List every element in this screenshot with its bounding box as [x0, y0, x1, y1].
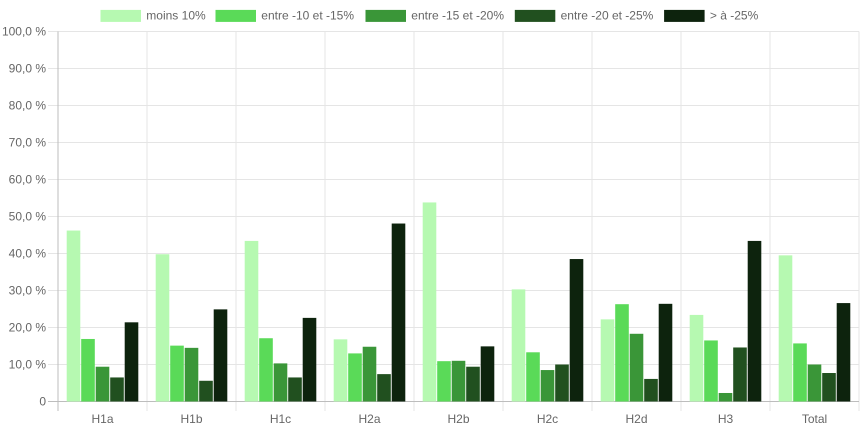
svg-text:40,0 %: 40,0 %: [9, 247, 47, 261]
svg-text:60,0 %: 60,0 %: [9, 173, 47, 187]
svg-text:entre -15 et -20%: entre -15 et -20%: [411, 9, 504, 23]
svg-text:80,0 %: 80,0 %: [9, 99, 47, 113]
svg-text:> à -25%: > à -25%: [710, 9, 759, 23]
svg-text:H1a: H1a: [91, 412, 113, 426]
svg-text:70,0 %: 70,0 %: [9, 136, 47, 150]
svg-text:entre -10 et -15%: entre -10 et -15%: [261, 9, 354, 23]
svg-text:100,0 %: 100,0 %: [2, 25, 46, 39]
svg-text:30,0 %: 30,0 %: [9, 284, 47, 298]
svg-text:moins 10%: moins 10%: [146, 9, 206, 23]
svg-text:50,0 %: 50,0 %: [9, 210, 47, 224]
svg-text:H2d: H2d: [625, 412, 647, 426]
svg-text:H2a: H2a: [358, 412, 380, 426]
svg-text:20,0 %: 20,0 %: [9, 321, 47, 335]
svg-text:Total: Total: [802, 412, 827, 426]
svg-text:90,0 %: 90,0 %: [9, 62, 47, 76]
svg-text:H1c: H1c: [270, 412, 291, 426]
svg-text:10,0 %: 10,0 %: [9, 358, 47, 372]
svg-text:0: 0: [39, 395, 46, 409]
svg-text:H2b: H2b: [447, 412, 469, 426]
svg-text:entre -20 et -25%: entre -20 et -25%: [561, 9, 654, 23]
svg-text:H1b: H1b: [180, 412, 202, 426]
svg-text:H2c: H2c: [537, 412, 558, 426]
svg-text:H3: H3: [718, 412, 734, 426]
